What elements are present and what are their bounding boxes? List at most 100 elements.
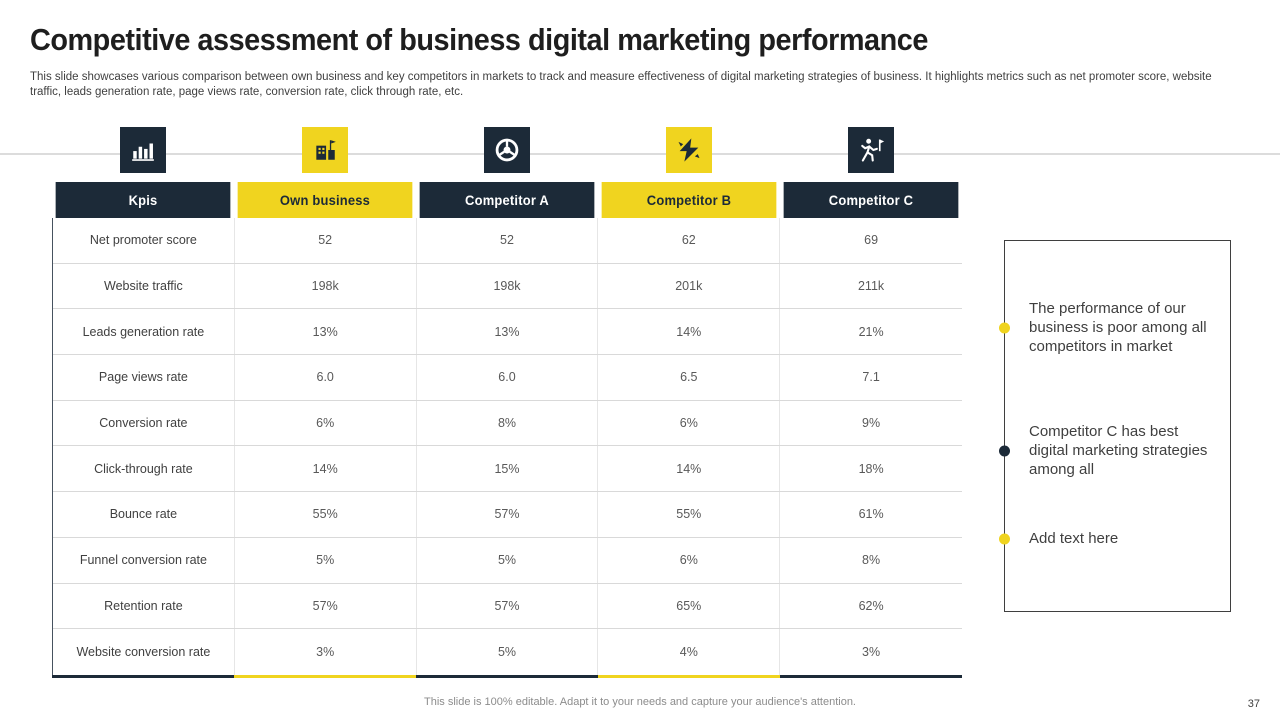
- divider-line: [0, 153, 1280, 155]
- kpi-value: 57%: [417, 492, 599, 537]
- kpi-label: Leads generation rate: [53, 309, 235, 355]
- kpi-value: 6%: [235, 400, 417, 446]
- table-body: Net promoter score 52 52 62 69 Website traffi…: [52, 218, 962, 675]
- column-header: Competitor B: [601, 182, 777, 218]
- note-text: The performance of our business is poor …: [1029, 300, 1207, 355]
- icons-row: [52, 127, 962, 173]
- table-bottom-border-segment: [234, 674, 416, 678]
- kpi-value: 52: [417, 218, 599, 263]
- column-header: Competitor C: [783, 182, 959, 218]
- kpi-value: 14%: [235, 446, 417, 492]
- kpi-value: 62: [598, 218, 781, 263]
- table-row: Website traffic 198k 198k 201k 211k: [53, 263, 962, 310]
- kpi-value: 7.1: [862, 370, 880, 385]
- table-row: Bounce rate 55% 57% 55% 61%: [53, 492, 962, 538]
- kpi-value: 6%: [598, 400, 781, 446]
- kpi-label: Click-through rate: [53, 446, 235, 492]
- page-title: Competitive assessment of business digit…: [30, 22, 928, 57]
- note-item: Add text here: [999, 529, 1220, 548]
- kpi-label: Conversion rate: [53, 400, 235, 446]
- table-row: Net promoter score 52 52 62 69: [53, 218, 962, 264]
- page-number: 37: [1247, 698, 1260, 710]
- kpi-value: 14%: [598, 446, 781, 492]
- kpi-value: 21%: [858, 324, 884, 339]
- kpi-label: Bounce rate: [53, 492, 235, 537]
- table-row: Conversion rate 6% 8% 6% 9%: [53, 400, 962, 447]
- note-item: Competitor C has best digital marketing …: [999, 422, 1220, 479]
- notes-list: The performance of our business is poor …: [999, 241, 1230, 548]
- note-text: Add text here: [1029, 530, 1119, 547]
- kpi-value: 52: [235, 218, 417, 263]
- kpi-value: 57%: [235, 583, 417, 629]
- kpi-value: 62%: [858, 598, 884, 613]
- table-row: Leads generation rate 13% 13% 14% 21%: [53, 309, 962, 356]
- kpi-value: 3%: [235, 629, 417, 675]
- collision-bolt-icon: [666, 127, 712, 173]
- kpi-value: 15%: [417, 446, 599, 492]
- kpi-value: 211k: [857, 279, 885, 294]
- kpi-value: 69: [864, 233, 879, 248]
- kpi-label: Retention rate: [53, 583, 235, 629]
- ranking-building-icon: [302, 127, 348, 173]
- kpi-value: 61%: [858, 507, 884, 522]
- table-bottom-border-segment: [52, 674, 234, 678]
- runner-flag-icon: [848, 127, 894, 173]
- kpi-value: 55%: [598, 492, 781, 537]
- table-bottom-border-segment: [780, 674, 962, 678]
- kpi-value: 6%: [598, 537, 781, 583]
- kpi-label: Net promoter score: [53, 218, 235, 263]
- kpi-value: 198k: [235, 263, 417, 309]
- note-bullet: [999, 322, 1010, 333]
- kpi-value: 5%: [235, 537, 417, 583]
- icon-cell: [52, 127, 234, 173]
- kpi-value: 55%: [235, 492, 417, 537]
- footer-note: This slide is 100% editable. Adapt it to…: [424, 696, 856, 708]
- target-wheel-icon: [484, 127, 530, 173]
- table-header-row: Kpis Own business Competitor A Competitor B…: [52, 182, 962, 218]
- kpi-value: 6.0: [235, 355, 417, 400]
- kpi-label: Funnel conversion rate: [53, 537, 235, 583]
- icon-cell: [416, 127, 598, 173]
- kpi-value: 6.5: [598, 355, 781, 400]
- kpi-value: 13%: [417, 309, 599, 355]
- column-header: Competitor A: [419, 182, 595, 218]
- kpi-value: 8%: [862, 553, 881, 568]
- table-row: Page views rate 6.0 6.0 6.5 7.1: [53, 355, 962, 401]
- kpi-value: 57%: [417, 583, 599, 629]
- kpi-table: Kpis Own business Competitor A Competitor B…: [52, 182, 962, 678]
- icon-cell: [598, 127, 780, 173]
- note-text: Competitor C has best digital marketing …: [1029, 423, 1208, 478]
- notes-panel: The performance of our business is poor …: [999, 240, 1231, 612]
- kpi-value: 13%: [235, 309, 417, 355]
- kpi-value: 8%: [417, 400, 599, 446]
- icon-cell: [780, 127, 962, 173]
- note-bullet: [999, 445, 1010, 456]
- column-header: Kpis: [55, 182, 231, 218]
- column-header: Own business: [237, 182, 413, 218]
- kpi-value: 6.0: [417, 355, 599, 400]
- table-row: Website conversion rate 3% 5% 4% 3%: [53, 629, 962, 675]
- kpi-value: 65%: [598, 583, 781, 629]
- table-bottom-border: [52, 674, 962, 678]
- icon-cell: [234, 127, 416, 173]
- note-item: The performance of our business is poor …: [999, 299, 1220, 356]
- kpi-value: 14%: [598, 309, 781, 355]
- table-row: Retention rate 57% 57% 65% 62%: [53, 583, 962, 630]
- kpi-value: 18%: [858, 461, 884, 476]
- table-bottom-border-segment: [598, 674, 780, 678]
- kpi-value: 201k: [598, 263, 781, 309]
- table-row: Click-through rate 14% 15% 14% 18%: [53, 446, 962, 493]
- kpi-value: 4%: [598, 629, 781, 675]
- slide-description: This slide showcases various comparison …: [30, 71, 1212, 98]
- bar-chart-icon: [120, 127, 166, 173]
- kpi-label: Website traffic: [53, 263, 235, 309]
- kpi-label: Page views rate: [53, 355, 235, 400]
- table-row: Funnel conversion rate 5% 5% 6% 8%: [53, 537, 962, 584]
- note-bullet: [999, 533, 1010, 544]
- kpi-value: 3%: [862, 645, 881, 660]
- table-bottom-border-segment: [416, 674, 598, 678]
- kpi-label: Website conversion rate: [53, 629, 235, 675]
- kpi-value: 198k: [417, 263, 599, 309]
- kpi-value: 5%: [417, 537, 599, 583]
- kpi-value: 5%: [417, 629, 599, 675]
